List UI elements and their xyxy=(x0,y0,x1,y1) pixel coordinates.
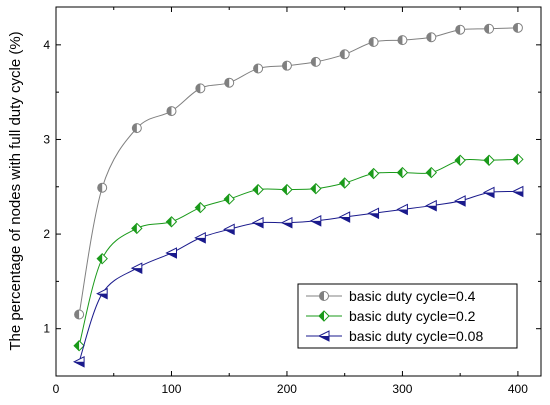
data-point xyxy=(223,193,235,205)
data-point xyxy=(484,23,495,34)
data-point xyxy=(367,167,380,180)
data-point xyxy=(455,24,466,35)
y-tick-label: 4 xyxy=(43,38,50,52)
data-point xyxy=(396,203,408,216)
data-point xyxy=(338,177,351,189)
data-point xyxy=(281,60,292,71)
data-point xyxy=(73,340,85,352)
series-layer xyxy=(72,22,524,368)
data-point xyxy=(194,201,207,214)
data-point xyxy=(251,216,264,229)
x-tick-label: 300 xyxy=(392,382,412,396)
y-tick-label: 2 xyxy=(43,227,50,241)
data-point xyxy=(74,309,85,320)
data-point xyxy=(310,56,321,67)
data-point xyxy=(131,222,143,235)
data-point xyxy=(319,291,329,301)
data-point xyxy=(97,182,108,193)
axis-ticks xyxy=(55,7,541,377)
data-point xyxy=(483,154,495,166)
x-tick-label: 0 xyxy=(53,382,60,396)
legend-label: basic duty cycle=0.08 xyxy=(349,328,483,344)
data-point xyxy=(338,211,351,223)
data-point xyxy=(482,186,495,199)
data-point xyxy=(72,355,85,368)
legend-item: basic duty cycle=0.08 xyxy=(306,328,483,344)
legend-box xyxy=(297,283,518,349)
data-point xyxy=(426,32,437,43)
data-point xyxy=(367,207,380,220)
data-point xyxy=(252,183,264,196)
data-point xyxy=(166,106,177,117)
legend: basic duty cycle=0.4 basic duty cycle=0.2… xyxy=(297,283,518,349)
x-tick-label: 200 xyxy=(277,382,297,396)
x-tick-label: 100 xyxy=(161,382,181,396)
data-point xyxy=(512,22,523,33)
series-2 xyxy=(73,153,524,352)
series-line xyxy=(78,158,518,346)
legend-label: basic duty cycle=0.2 xyxy=(349,308,476,324)
data-point xyxy=(339,49,350,60)
data-point xyxy=(96,252,108,265)
data-point xyxy=(195,83,206,94)
data-point xyxy=(130,262,143,274)
data-point xyxy=(511,185,524,198)
data-point xyxy=(425,199,437,212)
data-point xyxy=(224,77,235,88)
y-tick-label: 1 xyxy=(43,322,50,336)
data-point xyxy=(454,154,466,166)
data-point xyxy=(131,123,142,134)
legend-item: basic duty cycle=0.2 xyxy=(306,308,476,324)
data-point xyxy=(317,330,330,342)
y-axis-title: The percentage of nodes with full duty c… xyxy=(7,31,24,350)
data-point xyxy=(454,195,466,207)
series-1 xyxy=(74,22,523,320)
data-point xyxy=(368,37,379,48)
y-tick-label: 3 xyxy=(43,132,50,146)
series-3 xyxy=(72,185,524,368)
x-tick-label: 400 xyxy=(508,382,528,396)
legend-label: basic duty cycle=0.4 xyxy=(349,288,476,304)
data-point xyxy=(309,215,322,227)
data-point xyxy=(397,35,408,46)
data-point xyxy=(165,216,178,228)
data-point xyxy=(318,310,330,322)
axis-tick-labels: 0 100 200 300 400 1 2 3 4 xyxy=(43,38,528,396)
data-point xyxy=(253,63,264,74)
data-point xyxy=(96,287,108,300)
data-point xyxy=(396,166,409,179)
legend-item: basic duty cycle=0.4 xyxy=(306,288,476,304)
series-line xyxy=(78,27,518,315)
data-point xyxy=(512,153,524,166)
series-line xyxy=(78,190,518,362)
data-point xyxy=(281,183,293,196)
data-point xyxy=(165,247,177,259)
data-point xyxy=(280,216,293,229)
data-point xyxy=(223,223,235,236)
data-point xyxy=(310,182,322,195)
data-point xyxy=(194,232,206,244)
plot-frame xyxy=(55,6,542,377)
data-point xyxy=(425,166,438,179)
